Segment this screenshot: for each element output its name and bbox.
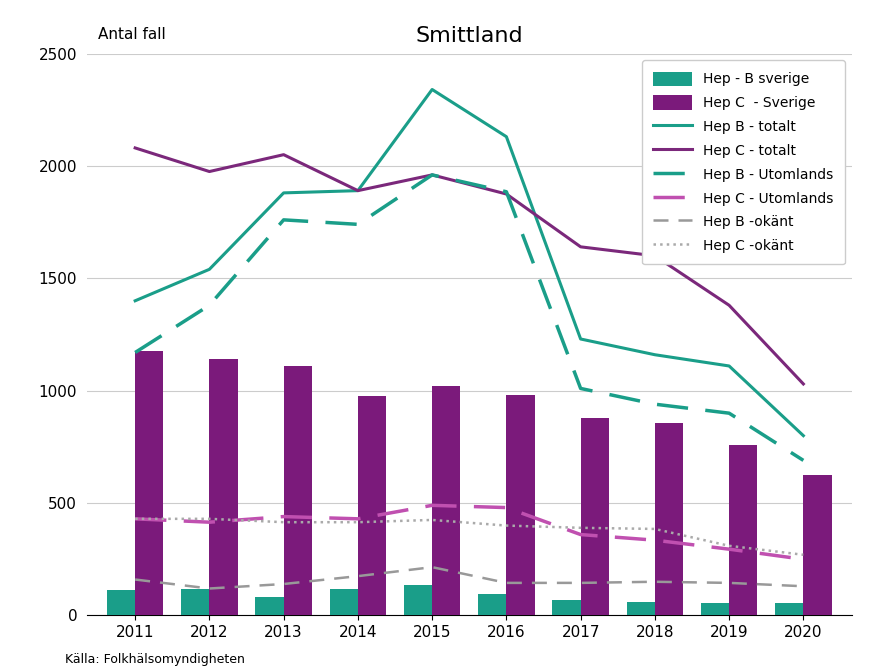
Bar <box>358 396 386 615</box>
Bar <box>182 589 209 615</box>
Text: Källa: Folkhälsomyndigheten: Källa: Folkhälsomyndigheten <box>65 653 245 666</box>
Bar <box>580 417 609 615</box>
Bar <box>729 445 757 615</box>
Bar <box>283 366 312 615</box>
Bar <box>255 597 283 615</box>
Bar <box>478 594 507 615</box>
Legend: Hep - B sverige, Hep C  - Sverige, Hep B - totalt, Hep C - totalt, Hep B - Utoml: Hep - B sverige, Hep C - Sverige, Hep B … <box>642 60 845 264</box>
Bar <box>404 585 432 615</box>
Bar <box>775 603 803 615</box>
Bar <box>701 603 729 615</box>
Bar <box>107 589 136 615</box>
Bar <box>136 351 163 615</box>
Bar <box>432 386 461 615</box>
Bar <box>209 359 237 615</box>
Bar <box>627 602 655 615</box>
Bar <box>507 395 534 615</box>
Text: Antal fall: Antal fall <box>98 27 166 42</box>
Title: Smittland: Smittland <box>415 26 523 46</box>
Bar <box>655 423 683 615</box>
Bar <box>553 599 580 615</box>
Bar <box>803 475 832 615</box>
Bar <box>329 589 358 615</box>
